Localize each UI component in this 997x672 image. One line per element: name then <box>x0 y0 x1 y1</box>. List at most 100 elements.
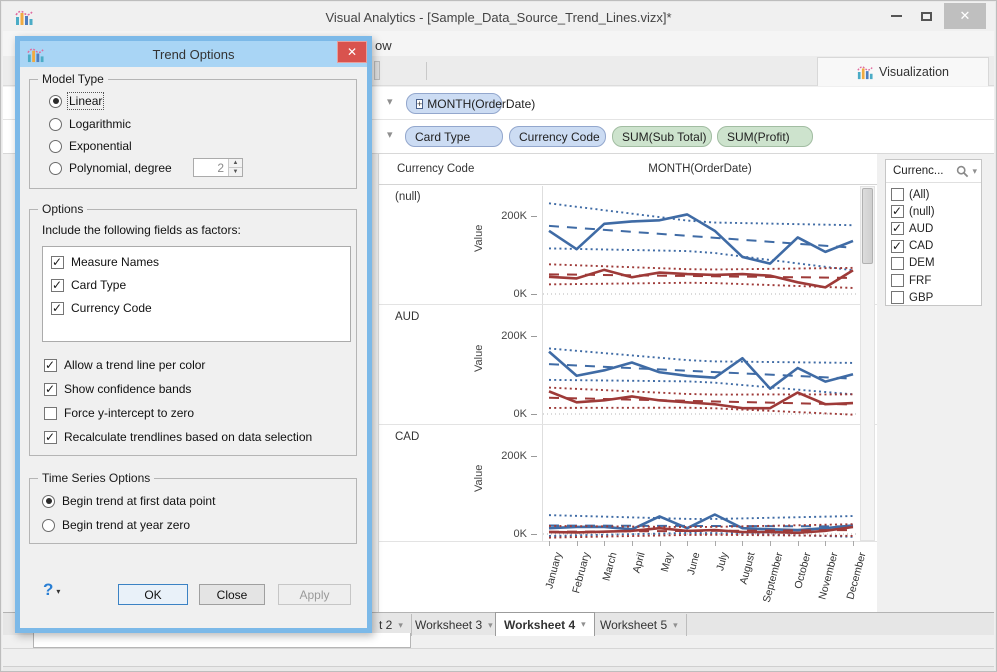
header-divider <box>379 184 877 185</box>
checkbox-recalculate-trendlines[interactable]: Recalculate trendlines based on data sel… <box>44 430 312 444</box>
filter-menu-caret-icon[interactable]: ▾ <box>972 165 977 176</box>
tab-worksheet-3[interactable]: Worksheet 3 ▾ <box>407 614 502 636</box>
tab-worksheet-4[interactable]: Worksheet 4 ▾ <box>495 612 595 636</box>
filter-item-aud[interactable]: AUD <box>891 220 979 237</box>
pill-sum-profit[interactable]: SUM(Profit) <box>717 126 813 147</box>
tab-worksheet-5[interactable]: Worksheet 5 ▾ <box>592 614 687 636</box>
line-chart-cad <box>543 513 859 539</box>
visualization-chart-icon <box>857 66 873 80</box>
radio-icon[interactable] <box>49 117 62 131</box>
apply-button[interactable]: Apply <box>278 584 351 605</box>
tab-label: Worksheet 5 <box>600 618 668 632</box>
minimize-icon <box>890 15 902 17</box>
maximize-button[interactable] <box>912 3 940 29</box>
filter-item-gbp[interactable]: GBP <box>891 289 979 306</box>
factor-card-type[interactable]: Card Type <box>51 278 126 292</box>
scrollbar-thumb[interactable] <box>862 188 873 264</box>
close-icon: ✕ <box>959 8 971 23</box>
factor-currency-code[interactable]: Currency Code <box>51 301 152 315</box>
checkbox[interactable] <box>44 358 57 372</box>
radio-begin-first-data-point[interactable]: Begin trend at first data point <box>42 494 215 508</box>
checkbox[interactable] <box>891 291 904 305</box>
pane-divider <box>379 541 877 542</box>
radio-icon[interactable] <box>49 94 62 108</box>
y-axis-title: Value <box>473 464 485 492</box>
checkbox-label: Show confidence bands <box>64 382 192 396</box>
menu-item-window-fragment[interactable]: ow <box>375 38 392 53</box>
help-caret-icon: ▾ <box>56 587 61 596</box>
tab-caret-icon[interactable]: ▾ <box>581 619 586 629</box>
y-tick-mark <box>531 216 537 217</box>
filter-item-null[interactable]: (null) <box>891 203 979 220</box>
expand-plus-icon[interactable]: + <box>416 98 424 109</box>
checkbox[interactable] <box>891 274 904 288</box>
spinner-up-icon[interactable]: ▲ <box>229 159 242 168</box>
radio-exponential[interactable]: Exponential <box>49 139 132 153</box>
filter-item-label: GBP <box>909 291 934 304</box>
checkbox[interactable] <box>891 256 904 270</box>
help-menu-button[interactable]: ? ▾ <box>43 580 60 600</box>
chart-panel: Currency Code MONTH(OrderDate) (null) Va… <box>378 154 877 613</box>
checkbox[interactable] <box>891 188 904 202</box>
checkbox-trend-per-color[interactable]: Allow a trend line per color <box>44 358 205 372</box>
columns-shelf-caret-icon[interactable]: ▾ <box>387 96 393 108</box>
tab-caret-icon[interactable]: ▾ <box>673 619 678 630</box>
close-dialog-button[interactable]: Close <box>199 584 265 605</box>
y-tick-mark <box>531 414 537 415</box>
spinner-down-icon[interactable]: ▼ <box>229 168 242 176</box>
radio-logarithmic[interactable]: Logarithmic <box>49 117 131 131</box>
radio-icon[interactable] <box>49 139 62 153</box>
month-label: November <box>816 551 841 601</box>
search-icon[interactable] <box>956 165 969 178</box>
window-bottom-edge <box>3 666 994 671</box>
tab-caret-icon[interactable]: ▾ <box>398 619 403 630</box>
chart-vertical-scrollbar[interactable] <box>860 186 875 541</box>
radio-polynomial[interactable]: Polynomial, degree <box>49 161 172 175</box>
pill-card-type[interactable]: Card Type <box>405 126 503 147</box>
ok-button[interactable]: OK <box>118 584 188 605</box>
polynomial-degree-spinner[interactable]: 2 ▲ ▼ <box>193 158 243 177</box>
checkbox[interactable] <box>44 430 57 444</box>
radio-begin-year-zero[interactable]: Begin trend at year zero <box>42 518 190 532</box>
filter-item-cad[interactable]: CAD <box>891 238 979 255</box>
tab-visualization[interactable]: Visualization <box>817 57 989 86</box>
filter-item-frf[interactable]: FRF <box>891 272 979 289</box>
checkbox[interactable] <box>51 301 64 315</box>
chart-pane-aud[interactable] <box>543 306 859 424</box>
checkbox-force-y-intercept[interactable]: Force y-intercept to zero <box>44 406 194 420</box>
checkbox[interactable] <box>44 382 57 396</box>
checkbox[interactable] <box>44 406 57 420</box>
checkbox[interactable] <box>51 278 64 292</box>
pill-month-orderdate[interactable]: + MONTH(OrderDate) <box>406 93 535 114</box>
rows-shelf-caret-icon[interactable]: ▾ <box>387 129 393 141</box>
factors-listbox[interactable]: Measure Names Card Type Currency Code <box>42 246 351 342</box>
factor-measure-names[interactable]: Measure Names <box>51 255 159 269</box>
tab-worksheet-2-fragment[interactable]: t 2 ▾ <box>371 614 412 636</box>
y-tick-mark <box>531 336 537 337</box>
checkbox[interactable] <box>891 221 904 236</box>
filter-item-all[interactable]: (All) <box>891 186 979 203</box>
radio-icon[interactable] <box>42 494 55 508</box>
month-tick <box>659 541 661 546</box>
dialog-titlebar[interactable]: Trend Options ✕ <box>20 41 367 67</box>
pill-currency-code[interactable]: Currency Code <box>509 126 606 147</box>
tab-caret-icon[interactable]: ▾ <box>488 619 493 630</box>
chart-pane-null[interactable] <box>543 186 859 304</box>
radio-icon[interactable] <box>49 161 62 175</box>
checkbox[interactable] <box>891 204 904 219</box>
checkbox-confidence-bands[interactable]: Show confidence bands <box>44 382 191 396</box>
close-button[interactable]: ✕ <box>944 3 986 29</box>
pill-sum-sub-total[interactable]: SUM(Sub Total) <box>612 126 712 147</box>
filter-item-dem[interactable]: DEM <box>891 255 979 272</box>
checkbox[interactable] <box>51 255 64 269</box>
checkbox[interactable] <box>891 239 904 253</box>
app-logo-icon <box>15 10 33 25</box>
chart-pane-cad[interactable] <box>543 426 859 544</box>
dialog-close-button[interactable]: ✕ <box>337 41 367 63</box>
radio-label: Logarithmic <box>69 117 132 131</box>
y-tick-mark <box>531 456 537 457</box>
radio-linear[interactable]: Linear <box>49 92 105 110</box>
radio-icon[interactable] <box>42 518 55 532</box>
minimize-button[interactable] <box>882 3 910 29</box>
pill-label: Card Type <box>415 129 471 144</box>
